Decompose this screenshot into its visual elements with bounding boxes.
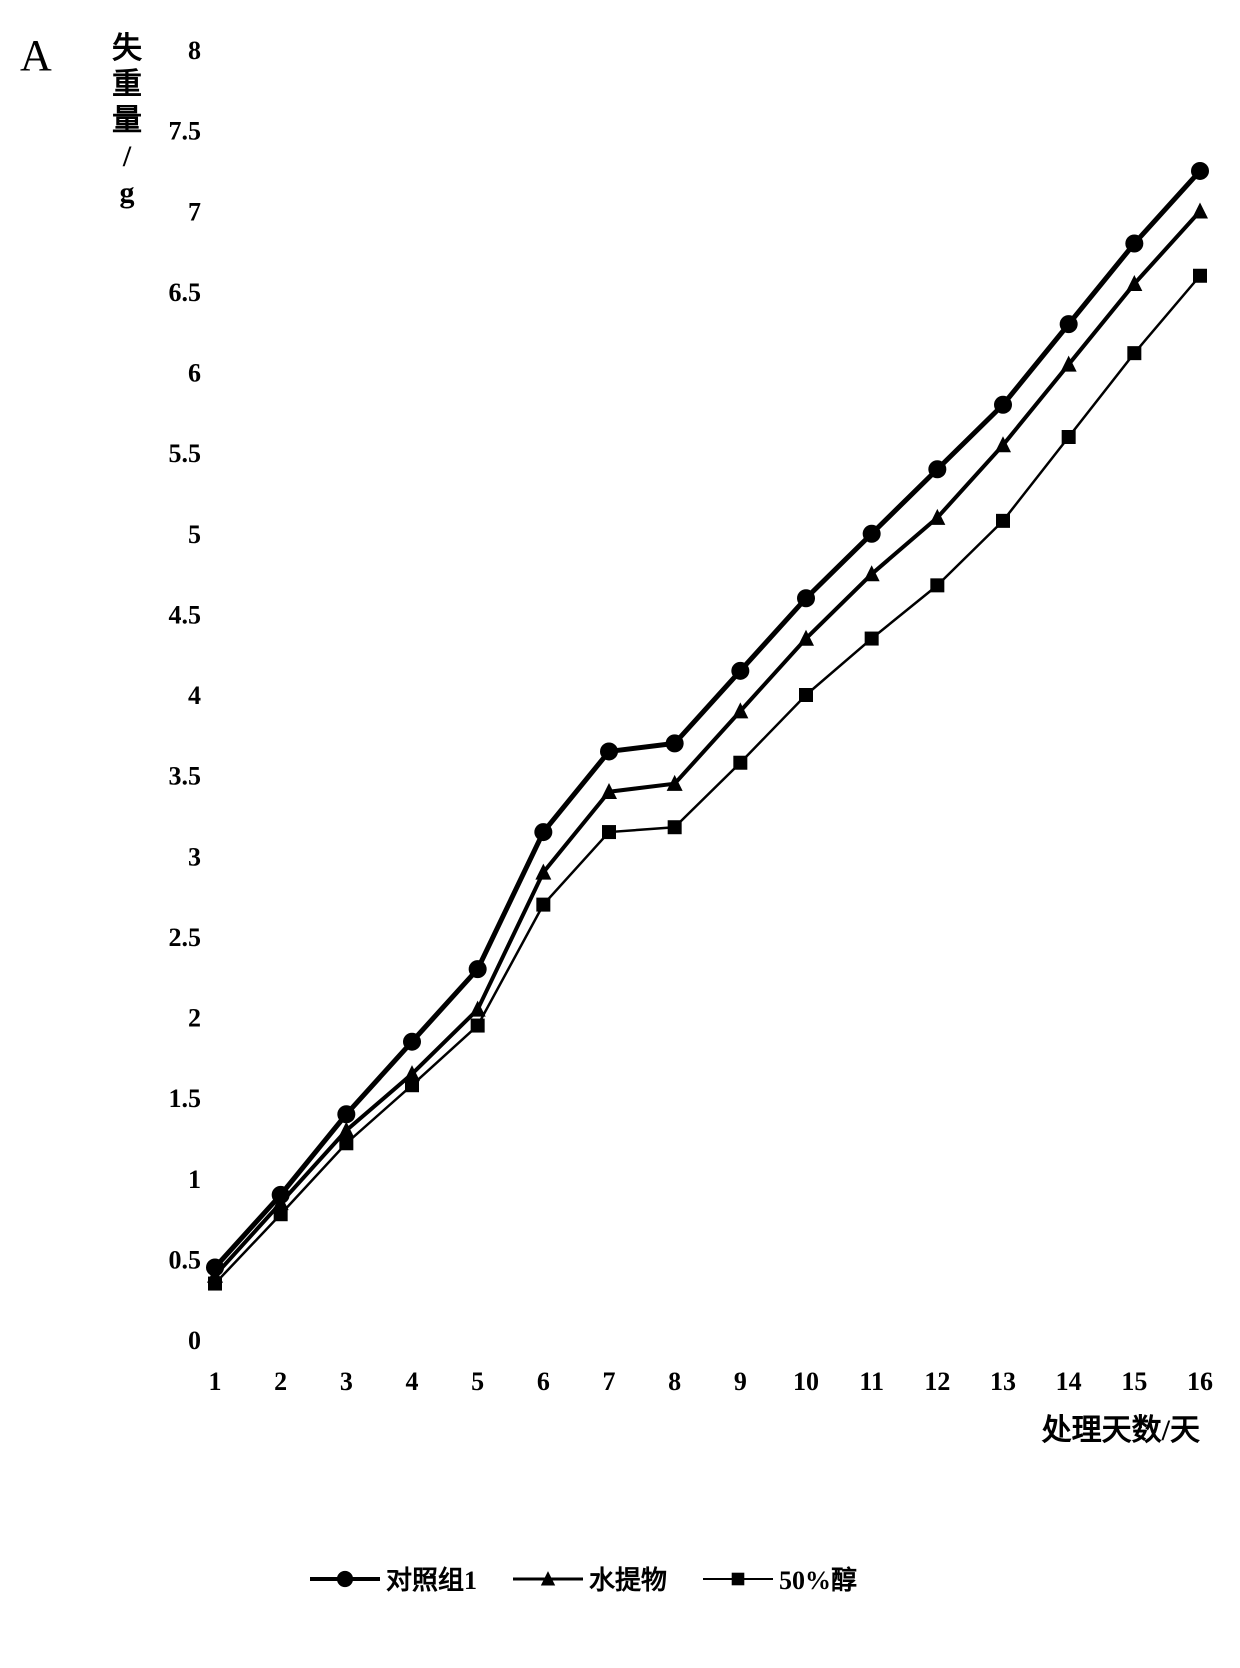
line-chart: 失重量/g00.511.522.533.544.555.566.577.5812… xyxy=(110,20,1220,1460)
svg-text:1.5: 1.5 xyxy=(169,1084,202,1113)
svg-text:9: 9 xyxy=(734,1367,747,1396)
svg-text:量: 量 xyxy=(112,104,142,137)
svg-text:10: 10 xyxy=(793,1367,819,1396)
svg-text:4.5: 4.5 xyxy=(169,600,202,629)
svg-text:0.5: 0.5 xyxy=(169,1245,202,1274)
svg-text:g: g xyxy=(120,176,135,209)
svg-text:7: 7 xyxy=(188,197,201,226)
svg-text:0: 0 xyxy=(188,1326,201,1355)
y-ticks: 0 0.5 1 1.5 2 2.5 3 3.5 4 4.5 5 5.5 6 6.5 7 7.5 8 xyxy=(169,36,202,1355)
series-markers-2 xyxy=(208,269,1207,1291)
legend-label: 对照组1 xyxy=(386,1560,477,1597)
svg-text:3: 3 xyxy=(340,1367,353,1396)
svg-text:/: / xyxy=(122,140,132,173)
svg-text:12: 12 xyxy=(924,1367,950,1396)
svg-text:4: 4 xyxy=(188,681,201,710)
svg-text:2.5: 2.5 xyxy=(169,923,202,952)
series-line-0 xyxy=(215,171,1200,1268)
svg-text:16: 16 xyxy=(1187,1367,1213,1396)
svg-text:4: 4 xyxy=(406,1367,419,1396)
svg-text:3: 3 xyxy=(188,842,201,871)
svg-text:1: 1 xyxy=(188,1165,201,1194)
legend-item-1: 水提物 xyxy=(513,1560,667,1597)
svg-text:6: 6 xyxy=(537,1367,550,1396)
legend-item-2: 50%醇 xyxy=(703,1560,857,1597)
svg-text:8: 8 xyxy=(188,36,201,65)
chart-legend: 对照组1 水提物 50%醇 xyxy=(310,1560,857,1597)
x-axis-label: 处理天数/天 xyxy=(1041,1414,1200,1447)
svg-text:3.5: 3.5 xyxy=(169,762,202,791)
svg-text:15: 15 xyxy=(1121,1367,1147,1396)
page: A 失重量/g 0 0.5 1 1.5 2 2.5 3 3.5 4 4.5 5 5.5 6 6.5 7 7.5 8… xyxy=(0,0,1240,1668)
svg-text:2: 2 xyxy=(188,1004,201,1033)
svg-text:13: 13 xyxy=(990,1367,1016,1396)
panel-label: A xyxy=(20,30,52,81)
svg-text:6: 6 xyxy=(188,359,201,388)
svg-text:5: 5 xyxy=(188,520,201,549)
svg-text:失: 失 xyxy=(112,32,143,65)
svg-text:14: 14 xyxy=(1056,1367,1082,1396)
svg-text:7: 7 xyxy=(603,1367,616,1396)
legend-label: 50%醇 xyxy=(779,1560,857,1597)
series-line-2 xyxy=(215,276,1200,1284)
y-axis-label: 失重量/g xyxy=(112,32,143,209)
x-ticks: 12345678910111213141516 xyxy=(209,1367,1214,1396)
svg-text:7.5: 7.5 xyxy=(169,117,202,146)
svg-text:1: 1 xyxy=(209,1367,222,1396)
series-line-1 xyxy=(215,211,1200,1275)
svg-text:6.5: 6.5 xyxy=(169,278,202,307)
svg-text:重: 重 xyxy=(112,68,142,101)
series-markers-0 xyxy=(206,162,1209,1277)
svg-text:11: 11 xyxy=(859,1367,884,1396)
svg-text:2: 2 xyxy=(274,1367,287,1396)
svg-text:5: 5 xyxy=(471,1367,484,1396)
legend-label: 水提物 xyxy=(589,1560,667,1597)
svg-text:5.5: 5.5 xyxy=(169,439,202,468)
chart-svg: 失重量/g00.511.522.533.544.555.566.577.5812… xyxy=(110,20,1220,1460)
legend-item-0: 对照组1 xyxy=(310,1560,477,1597)
svg-text:8: 8 xyxy=(668,1367,681,1396)
